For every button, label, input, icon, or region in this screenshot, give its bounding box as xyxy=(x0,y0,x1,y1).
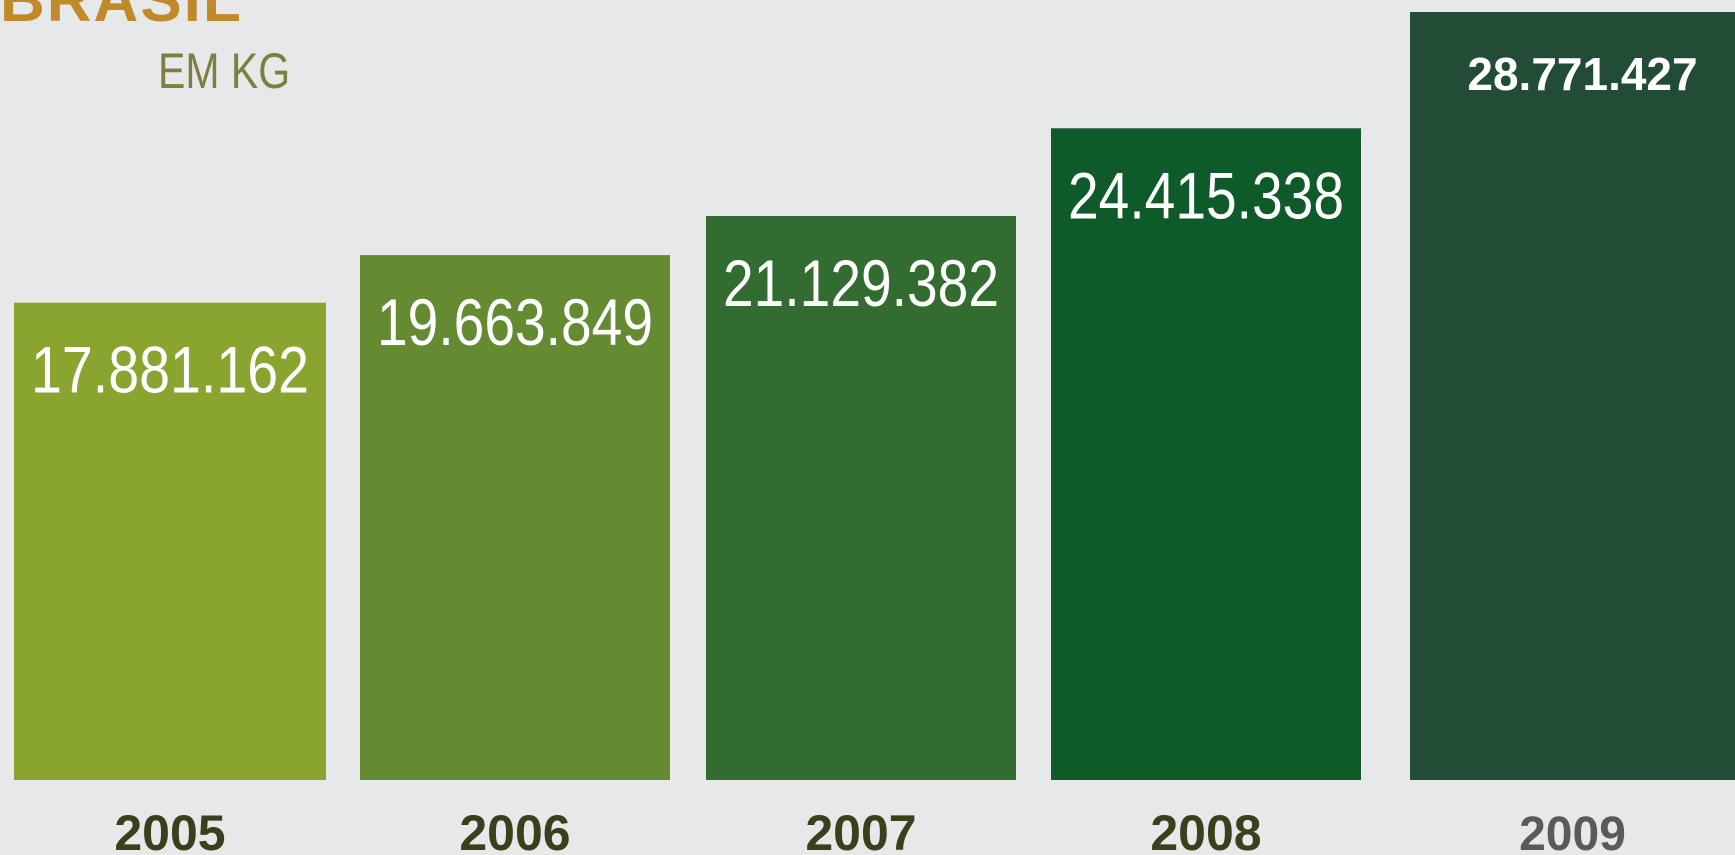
bar-value-label-2008: 24.415.338 xyxy=(1068,158,1344,232)
x-tick-label-2005: 2005 xyxy=(114,805,225,855)
chart-title-main: BRASIL xyxy=(0,0,243,35)
bar-value-label-2007: 21.129.382 xyxy=(723,246,999,320)
bar-value-label-2005: 17.881.162 xyxy=(31,333,309,407)
bar-2007 xyxy=(706,215,1016,781)
x-tick-label-2008: 2008 xyxy=(1150,805,1261,855)
bar-2005 xyxy=(14,302,326,780)
chart-title: BRASIL EM KG xyxy=(0,0,300,100)
x-tick-label-2007: 2007 xyxy=(805,805,916,855)
x-tick-label-2006: 2006 xyxy=(459,805,570,855)
x-tick-label-2009: 2009 xyxy=(1519,808,1626,855)
bar-value-label-2009: 28.771.427 xyxy=(1467,48,1697,100)
chart-title-unit: EM KG xyxy=(157,43,290,99)
bar-2008 xyxy=(1051,128,1361,781)
bar-value-label-2006: 19.663.849 xyxy=(377,285,653,359)
bar-2009 xyxy=(1410,12,1735,780)
bar-2006 xyxy=(360,255,670,781)
